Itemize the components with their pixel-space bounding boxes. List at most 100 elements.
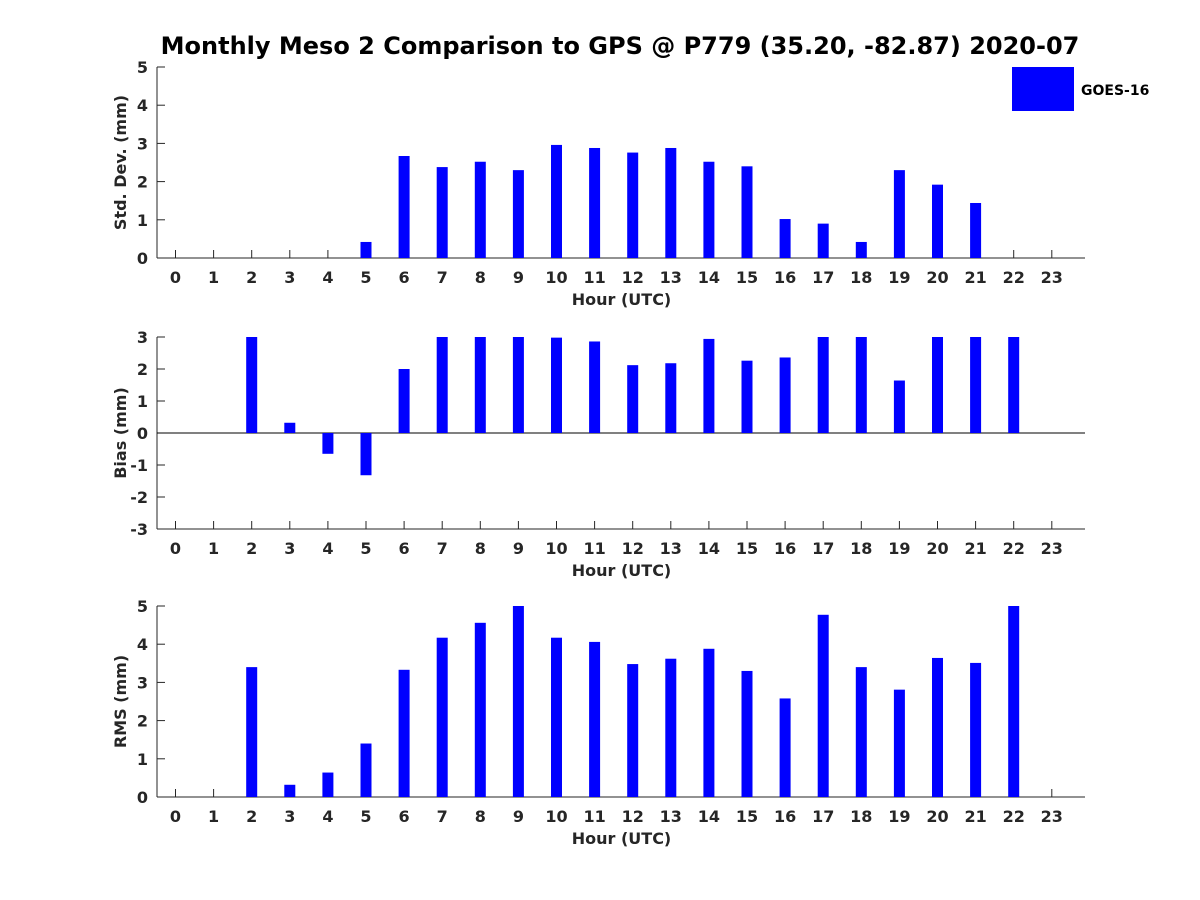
rms-bar-hour-18 [855,667,867,797]
std-dev-bar-hour-9 [512,170,524,258]
rms-bar-hour-14 [703,648,715,797]
rms-x-tick-label: 23 [1041,807,1063,826]
rms-bar-hour-7 [436,637,448,797]
std-dev-y-axis-label: Std. Dev. (mm) [111,95,130,230]
rms-x-tick-label: 14 [698,807,720,826]
std-dev-x-tick-label: 13 [660,268,682,287]
std-dev-x-tick-label: 2 [246,268,257,287]
bias-bar-hour-12 [627,365,639,433]
bias-x-tick-label: 2 [246,539,257,558]
bias-x-tick-label: 0 [170,539,181,558]
bias-bar-hour-2 [246,337,258,433]
rms-bar-hour-9 [512,606,524,797]
bias-bar-hour-21 [970,337,982,433]
bias-x-tick-label: 10 [545,539,567,558]
rms-x-tick-label: 13 [660,807,682,826]
std-dev-y-tick-label: 2 [137,173,148,192]
rms-bar-hour-4 [322,772,334,797]
std-dev-bar-hour-15 [741,166,753,258]
rms-x-tick-label: 1 [208,807,219,826]
bias-x-tick-label: 20 [926,539,948,558]
bias-bar-hour-3 [284,422,296,433]
rms-bar-hour-22 [1008,606,1020,797]
rms-bar-hour-10 [551,637,562,797]
std-dev-x-tick-label: 23 [1041,268,1063,287]
rms-x-tick-label: 7 [437,807,448,826]
bias-x-tick-label: 4 [322,539,333,558]
rms-bar-hour-15 [741,670,753,797]
bias-x-tick-label: 15 [736,539,758,558]
rms-x-tick-label: 21 [964,807,986,826]
rms-bar-hour-17 [817,614,829,797]
rms-bar-hour-19 [893,689,905,797]
rms-y-tick-label: 3 [137,673,148,692]
std-dev-bar-hour-21 [970,202,982,258]
bias-bar-hour-16 [779,357,791,433]
std-dev-x-tick-label: 9 [513,268,524,287]
bias-y-tick-label: -3 [130,520,148,539]
bias-bar-hour-11 [589,341,601,433]
std-dev-bar-hour-13 [665,147,677,258]
rms-bar-hour-16 [779,698,791,797]
std-dev-bar-hour-19 [893,170,905,258]
bias-y-tick-label: 1 [137,392,148,411]
std-dev-bar-hour-6 [398,156,410,258]
std-dev-bar-hour-16 [779,219,791,258]
bias-bar-hour-10 [551,337,562,433]
bias-y-tick-label: -2 [130,488,148,507]
bias-y-tick-label: 0 [137,424,148,443]
rms-x-tick-label: 19 [888,807,910,826]
std-dev-y-tick-label: 4 [137,96,148,115]
rms-y-tick-label: 1 [137,750,148,769]
rms-x-tick-label: 3 [284,807,295,826]
legend-swatch [1012,67,1074,111]
bias-y-tick-label: 3 [137,328,148,347]
bias-y-axis-label: Bias (mm) [111,387,130,479]
rms-x-axis-label: Hour (UTC) [572,829,672,848]
bias-x-tick-label: 11 [583,539,605,558]
bias-x-tick-label: 1 [208,539,219,558]
rms-x-tick-label: 6 [399,807,410,826]
std-dev-x-tick-label: 12 [622,268,644,287]
bias-x-tick-label: 7 [437,539,448,558]
rms-x-tick-label: 11 [583,807,605,826]
std-dev-bar-hour-18 [855,241,867,258]
bias-x-tick-label: 19 [888,539,910,558]
std-dev-x-tick-label: 21 [964,268,986,287]
bias-x-tick-label: 8 [475,539,486,558]
std-dev-y-tick-label: 3 [137,134,148,153]
std-dev-x-tick-label: 4 [322,268,333,287]
bias-y-tick-label: -1 [130,456,148,475]
std-dev-bar-hour-14 [703,161,715,258]
rms-bar-hour-3 [284,784,296,797]
bias-bar-hour-6 [398,369,410,433]
std-dev-y-tick-label: 1 [137,211,148,230]
bias-bar-hour-22 [1008,337,1020,433]
bias-bar-hour-13 [665,363,677,433]
std-dev-x-tick-label: 22 [1003,268,1025,287]
std-dev-x-tick-label: 20 [926,268,948,287]
rms-bar-hour-21 [970,662,982,797]
rms-x-tick-label: 0 [170,807,181,826]
std-dev-x-tick-label: 17 [812,268,834,287]
std-dev-x-tick-label: 19 [888,268,910,287]
bias-bar-hour-15 [741,360,753,433]
std-dev-x-tick-label: 1 [208,268,219,287]
rms-x-tick-label: 15 [736,807,758,826]
rms-y-axis-label: RMS (mm) [111,655,130,748]
rms-x-tick-label: 18 [850,807,872,826]
rms-y-tick-label: 4 [137,635,148,654]
bias-x-tick-label: 5 [360,539,371,558]
chart-title: Monthly Meso 2 Comparison to GPS @ P779 … [161,32,1080,60]
rms-bar-hour-11 [589,641,601,797]
bias-bar-hour-20 [932,337,943,433]
rms-x-tick-label: 12 [622,807,644,826]
bias-x-tick-label: 9 [513,539,524,558]
std-dev-x-tick-label: 0 [170,268,181,287]
rms-bar-hour-2 [246,667,258,797]
std-dev-bar-hour-11 [589,147,601,258]
bias-bar-hour-5 [360,433,372,476]
rms-bar-hour-20 [932,657,943,797]
bias-x-tick-label: 13 [660,539,682,558]
